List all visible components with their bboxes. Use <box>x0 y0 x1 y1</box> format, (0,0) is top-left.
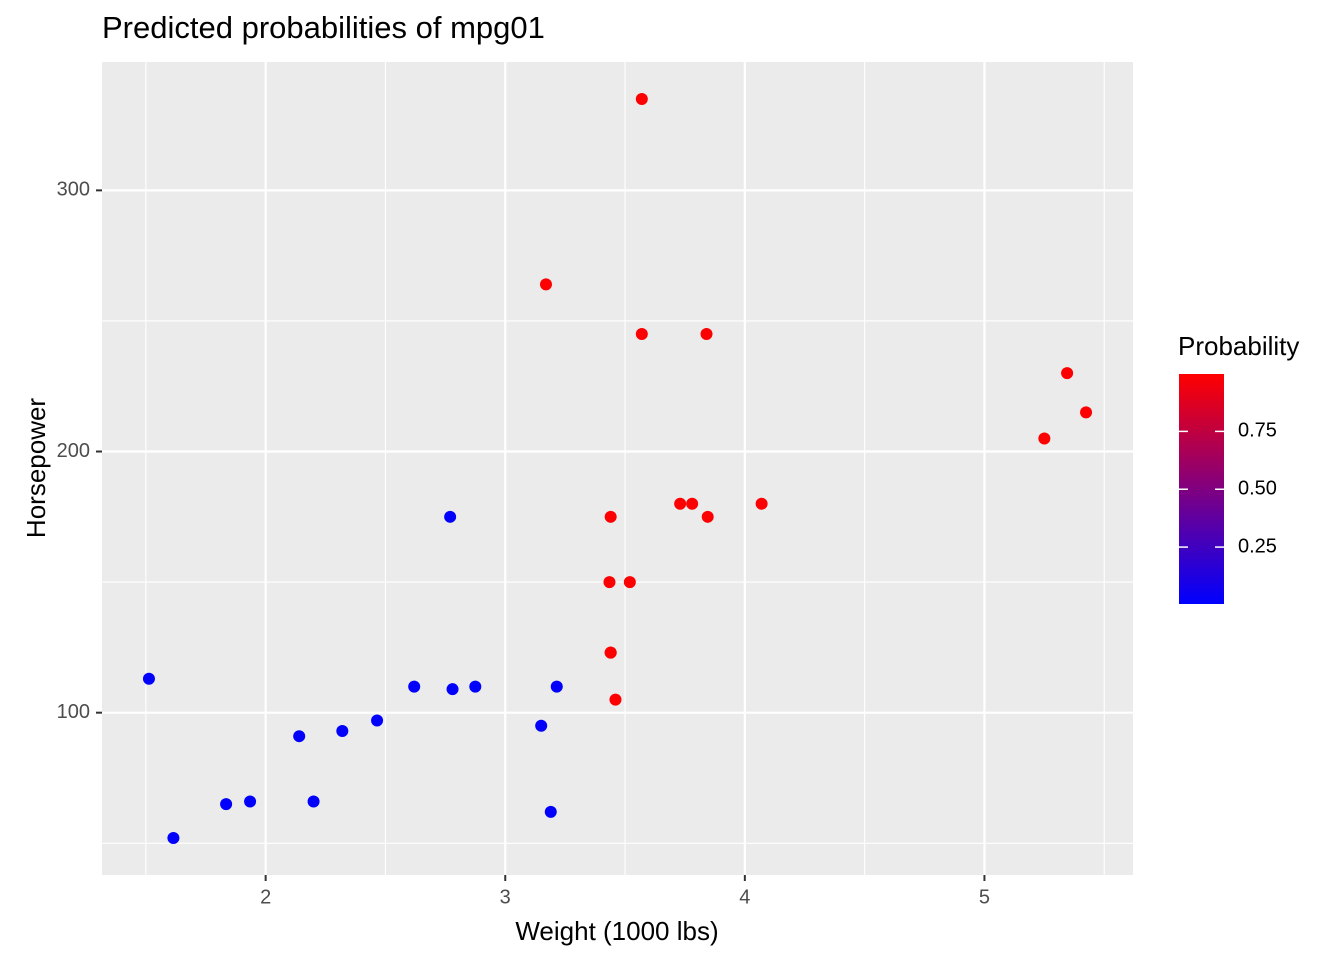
point <box>604 510 617 523</box>
x-tick-label: 4 <box>739 886 750 908</box>
point <box>142 672 155 685</box>
point <box>446 683 459 696</box>
x-tick-label: 2 <box>260 886 271 908</box>
point <box>244 795 257 808</box>
y-tick-label: 100 <box>57 701 90 723</box>
point <box>755 497 768 510</box>
point <box>408 680 421 693</box>
point <box>167 832 180 845</box>
x-tick-label: 5 <box>979 886 990 908</box>
colorbar-tick-label: 0.50 <box>1238 478 1277 500</box>
point <box>220 798 233 811</box>
y-tick-label: 300 <box>57 179 90 201</box>
point <box>336 724 349 737</box>
y-tick-label: 200 <box>57 440 90 462</box>
point <box>371 714 384 727</box>
point <box>1061 367 1074 380</box>
point <box>444 510 457 523</box>
point <box>1080 406 1093 419</box>
point <box>609 693 622 706</box>
chart-title: Predicted probabilities of mpg01 <box>102 10 545 45</box>
point <box>623 576 636 589</box>
x-axis-label: Weight (1000 lbs) <box>515 916 718 946</box>
point <box>604 646 617 659</box>
point <box>674 497 687 510</box>
point <box>293 730 306 743</box>
point <box>535 719 548 732</box>
point <box>635 328 648 341</box>
x-tick-label: 3 <box>500 886 511 908</box>
point <box>635 92 648 105</box>
point <box>307 795 320 808</box>
point <box>544 805 557 818</box>
plot-panel <box>102 62 1133 875</box>
point <box>539 278 552 291</box>
point <box>469 680 482 693</box>
point <box>701 510 714 523</box>
point <box>603 576 616 589</box>
colorbar-tick-label: 0.25 <box>1238 535 1277 557</box>
point <box>700 328 713 341</box>
legend-title: Probability <box>1178 331 1299 361</box>
point <box>686 497 699 510</box>
colorbar-tick-label: 0.75 <box>1238 420 1277 442</box>
point <box>550 680 563 693</box>
point <box>1038 432 1051 445</box>
y-axis-label: Horsepower <box>21 398 51 539</box>
